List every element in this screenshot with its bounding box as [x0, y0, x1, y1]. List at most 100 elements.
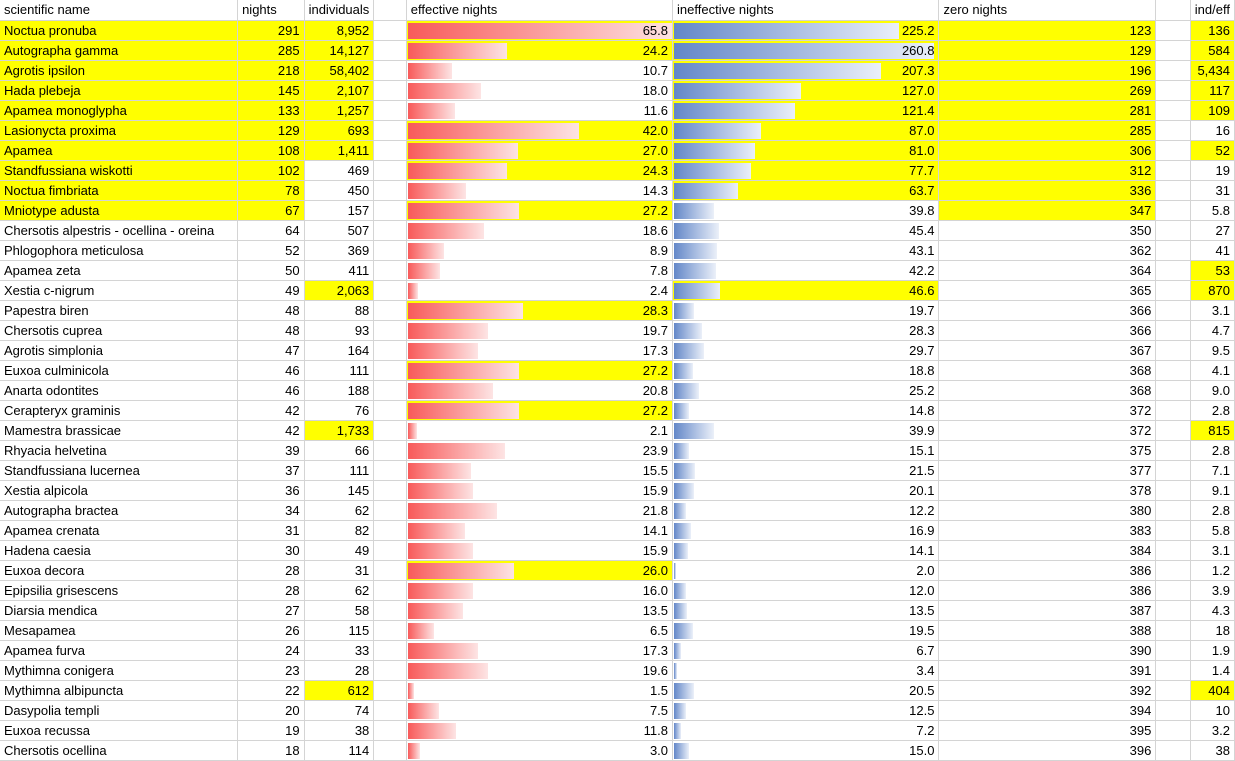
cell-ind-eff[interactable]: 38	[1190, 740, 1235, 761]
cell-spacer[interactable]	[373, 460, 407, 481]
cell-spacer[interactable]	[1155, 40, 1191, 61]
cell-individuals[interactable]: 8,952	[304, 20, 375, 41]
cell-spacer[interactable]	[1155, 380, 1191, 401]
cell-individuals[interactable]: 14,127	[304, 40, 375, 61]
cell-spacer[interactable]	[1155, 520, 1191, 541]
cell-spacer[interactable]	[373, 260, 407, 281]
cell-effective-nights[interactable]: 2.1	[406, 420, 674, 441]
cell-ind-eff[interactable]: 9.5	[1190, 340, 1235, 361]
cell-ind-eff[interactable]: 3.1	[1190, 540, 1235, 561]
cell-zero-nights[interactable]: 372	[938, 420, 1157, 441]
cell-ineffective-nights[interactable]: 14.1	[672, 540, 940, 561]
cell-ineffective-nights[interactable]: 121.4	[672, 100, 940, 121]
cell-nights[interactable]: 102	[237, 160, 305, 181]
cell-scientific-name[interactable]: Chersotis ocellina	[0, 740, 239, 761]
cell-spacer[interactable]	[1155, 460, 1191, 481]
cell-effective-nights[interactable]: 8.9	[406, 240, 674, 261]
cell-scientific-name[interactable]: Apamea furva	[0, 640, 239, 661]
cell-ind-eff[interactable]: 1.4	[1190, 660, 1235, 681]
cell-scientific-name[interactable]: Anarta odontites	[0, 380, 239, 401]
cell-individuals[interactable]: 188	[304, 380, 375, 401]
cell-individuals[interactable]: 111	[304, 460, 375, 481]
cell-spacer[interactable]	[1155, 640, 1191, 661]
cell-spacer[interactable]	[373, 680, 407, 701]
cell-ind-eff[interactable]: 5,434	[1190, 60, 1235, 81]
cell-individuals[interactable]: 76	[304, 400, 375, 421]
cell-scientific-name[interactable]: Dasypolia templi	[0, 700, 239, 721]
cell-ind-eff[interactable]: 16	[1190, 120, 1235, 141]
cell-nights[interactable]: 37	[237, 460, 305, 481]
cell-ineffective-nights[interactable]: 260.8	[672, 40, 940, 61]
cell-nights[interactable]: 24	[237, 640, 305, 661]
cell-ineffective-nights[interactable]: 15.0	[672, 740, 940, 761]
cell-spacer[interactable]	[1155, 360, 1191, 381]
cell-spacer[interactable]	[373, 280, 407, 301]
cell-effective-nights[interactable]: 6.5	[406, 620, 674, 641]
cell-scientific-name[interactable]: Noctua fimbriata	[0, 180, 239, 201]
cell-ind-eff[interactable]: 2.8	[1190, 500, 1235, 521]
cell-ineffective-nights[interactable]: 18.8	[672, 360, 940, 381]
cell-ineffective-nights[interactable]: 45.4	[672, 220, 940, 241]
cell-zero-nights[interactable]: 377	[938, 460, 1157, 481]
cell-ineffective-nights[interactable]: 43.1	[672, 240, 940, 261]
cell-effective-nights[interactable]: 27.0	[406, 140, 674, 161]
cell-individuals[interactable]: 111	[304, 360, 375, 381]
cell-individuals[interactable]: 74	[304, 700, 375, 721]
cell-effective-nights[interactable]: 23.9	[406, 440, 674, 461]
cell-zero-nights[interactable]: 387	[938, 600, 1157, 621]
cell-individuals[interactable]: 1,257	[304, 100, 375, 121]
cell-nights[interactable]: 26	[237, 620, 305, 641]
cell-spacer[interactable]	[1155, 20, 1191, 41]
cell-nights[interactable]: 50	[237, 260, 305, 281]
cell-zero-nights[interactable]: 368	[938, 380, 1157, 401]
cell-effective-nights[interactable]: 7.8	[406, 260, 674, 281]
cell-nights[interactable]: 285	[237, 40, 305, 61]
cell-individuals[interactable]: 164	[304, 340, 375, 361]
cell-individuals[interactable]: 115	[304, 620, 375, 641]
cell-effective-nights[interactable]: 27.2	[406, 200, 674, 221]
cell-scientific-name[interactable]: Mythimna albipuncta	[0, 680, 239, 701]
cell-zero-nights[interactable]: 380	[938, 500, 1157, 521]
cell-scientific-name[interactable]: Autographa gamma	[0, 40, 239, 61]
header-ind-eff[interactable]: ind/eff	[1190, 0, 1235, 21]
cell-zero-nights[interactable]: 390	[938, 640, 1157, 661]
cell-spacer[interactable]	[373, 720, 407, 741]
cell-effective-nights[interactable]: 14.3	[406, 180, 674, 201]
cell-individuals[interactable]: 28	[304, 660, 375, 681]
cell-spacer[interactable]	[373, 200, 407, 221]
cell-zero-nights[interactable]: 388	[938, 620, 1157, 641]
cell-effective-nights[interactable]: 2.4	[406, 280, 674, 301]
cell-spacer[interactable]	[1155, 660, 1191, 681]
cell-nights[interactable]: 36	[237, 480, 305, 501]
cell-spacer[interactable]	[373, 120, 407, 141]
cell-individuals[interactable]: 49	[304, 540, 375, 561]
cell-individuals[interactable]: 33	[304, 640, 375, 661]
cell-zero-nights[interactable]: 386	[938, 560, 1157, 581]
cell-ind-eff[interactable]: 815	[1190, 420, 1235, 441]
cell-spacer[interactable]	[373, 340, 407, 361]
cell-scientific-name[interactable]: Mniotype adusta	[0, 200, 239, 221]
cell-zero-nights[interactable]: 362	[938, 240, 1157, 261]
cell-spacer[interactable]	[1155, 620, 1191, 641]
cell-effective-nights[interactable]: 11.6	[406, 100, 674, 121]
cell-individuals[interactable]: 62	[304, 500, 375, 521]
cell-scientific-name[interactable]: Rhyacia helvetina	[0, 440, 239, 461]
cell-ineffective-nights[interactable]: 15.1	[672, 440, 940, 461]
cell-nights[interactable]: 20	[237, 700, 305, 721]
cell-ineffective-nights[interactable]: 16.9	[672, 520, 940, 541]
cell-effective-nights[interactable]: 19.7	[406, 320, 674, 341]
cell-scientific-name[interactable]: Euxoa decora	[0, 560, 239, 581]
cell-effective-nights[interactable]: 28.3	[406, 300, 674, 321]
cell-nights[interactable]: 48	[237, 300, 305, 321]
cell-scientific-name[interactable]: Chersotis cuprea	[0, 320, 239, 341]
cell-zero-nights[interactable]: 372	[938, 400, 1157, 421]
cell-scientific-name[interactable]: Autographa bractea	[0, 500, 239, 521]
cell-zero-nights[interactable]: 386	[938, 580, 1157, 601]
cell-scientific-name[interactable]: Standfussiana lucernea	[0, 460, 239, 481]
cell-individuals[interactable]: 88	[304, 300, 375, 321]
cell-effective-nights[interactable]: 65.8	[406, 20, 674, 41]
cell-effective-nights[interactable]: 3.0	[406, 740, 674, 761]
cell-effective-nights[interactable]: 24.3	[406, 160, 674, 181]
cell-spacer[interactable]	[373, 660, 407, 681]
cell-zero-nights[interactable]: 368	[938, 360, 1157, 381]
